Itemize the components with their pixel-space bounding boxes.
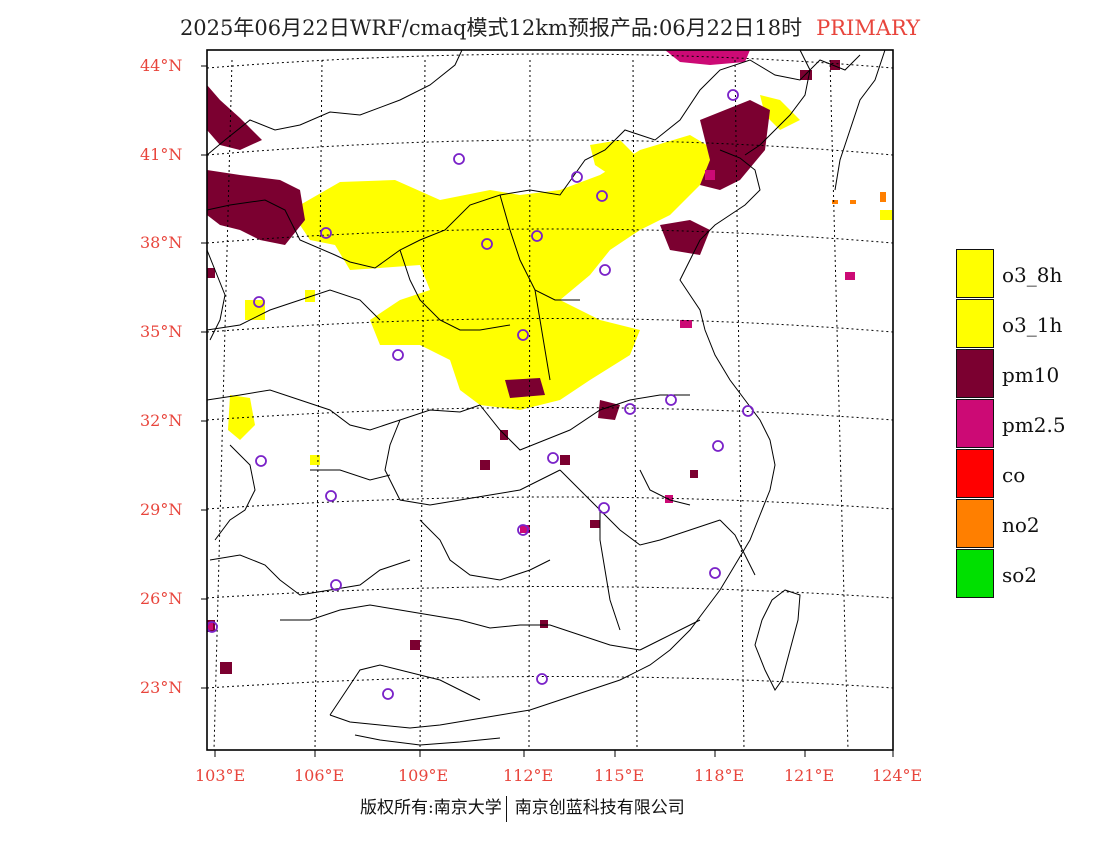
legend-item-co: co: [956, 449, 1100, 499]
legend-swatch: [956, 399, 994, 448]
title-tag: PRIMARY: [816, 16, 921, 40]
copyright-owner: 版权所有:南京大学: [360, 798, 502, 818]
lat-label-32: 32°N: [140, 411, 183, 430]
legend-label: pm2.5: [1002, 413, 1066, 437]
legend-item-o3-1h: o3_1h: [956, 299, 1100, 349]
legend-swatch: [956, 449, 994, 498]
copyright-company: 南京创蓝科技有限公司: [514, 798, 685, 818]
lon-label-121: 121°E: [784, 766, 835, 785]
legend-swatch: [956, 549, 994, 598]
lat-label-35: 35°N: [140, 322, 183, 341]
copyright: 版权所有:南京大学 南京创蓝科技有限公司: [360, 793, 685, 822]
lon-label-106: 106°E: [294, 766, 345, 785]
lon-label-112: 112°E: [503, 766, 554, 785]
lat-label-41: 41°N: [140, 145, 183, 164]
o3-area: [228, 95, 892, 465]
lon-label-118: 118°E: [694, 766, 745, 785]
legend-item-no2: no2: [956, 499, 1100, 549]
legend-item-pm25: pm2.5: [956, 399, 1100, 449]
lat-label-44: 44°N: [140, 56, 183, 75]
legend-item-o3-8h: o3_8h: [956, 249, 1100, 299]
legend-label: so2: [1002, 563, 1038, 587]
legend-swatch: [956, 499, 994, 548]
lon-label-103: 103°E: [195, 766, 246, 785]
copyright-divider: [505, 795, 507, 822]
legend-label: no2: [1002, 513, 1040, 537]
no2-area: [832, 192, 886, 204]
legend-label: o3_8h: [1002, 263, 1063, 287]
legend-swatch: [956, 299, 994, 348]
legend-item-pm10: pm10: [956, 349, 1100, 399]
map-content: [207, 50, 893, 750]
graticule: [207, 53, 893, 750]
city-markers: [207, 89, 754, 700]
boundaries: [207, 50, 886, 746]
map-frame: [206, 49, 894, 751]
map-title: 2025年06月22日WRF/cmaq模式12km预报产品:06月22日18时 P…: [0, 12, 1100, 42]
lat-label-26: 26°N: [140, 589, 183, 608]
lat-label-38: 38°N: [140, 233, 183, 252]
title-main: 2025年06月22日WRF/cmaq模式12km预报产品:06月22日18时: [179, 16, 803, 40]
axis-ticks: [201, 65, 894, 757]
legend-label: o3_1h: [1002, 313, 1063, 337]
lon-label-109: 109°E: [398, 766, 449, 785]
lon-label-115: 115°E: [594, 766, 645, 785]
lat-label-23: 23°N: [140, 678, 183, 697]
lon-label-124: 124°E: [872, 766, 923, 785]
legend-label: co: [1002, 463, 1026, 487]
legend-swatch: [956, 249, 994, 298]
legend-item-so2: so2: [956, 549, 1100, 599]
pm25-area: [207, 50, 855, 630]
legend-swatch: [956, 349, 994, 398]
legend-label: pm10: [1002, 363, 1060, 387]
lat-label-29: 29°N: [140, 500, 183, 519]
